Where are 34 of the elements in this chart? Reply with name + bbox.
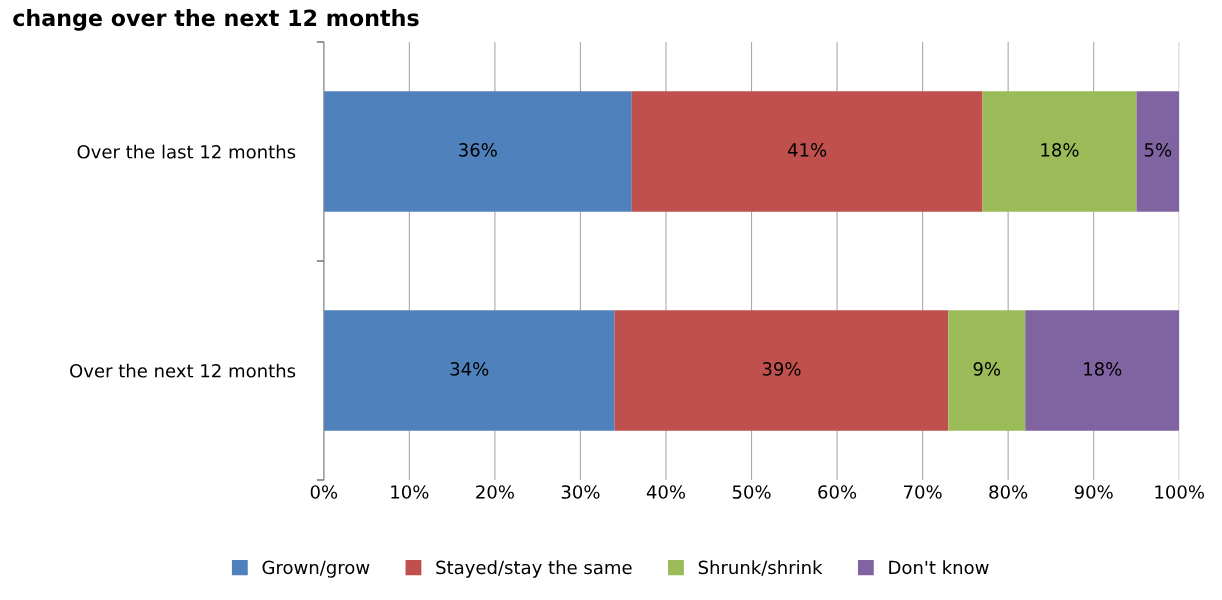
data-label: 39% [762, 362, 801, 376]
bar [323, 91, 632, 212]
bar [323, 310, 615, 431]
legend-label: Shrunk/shrink [698, 560, 823, 576]
data-label: 34% [450, 362, 489, 376]
x-tick-label: 80% [989, 485, 1028, 499]
data-label: 41% [787, 143, 827, 157]
bar [982, 91, 1137, 212]
legend-label: Don't know [889, 560, 989, 575]
x-tick-label: 40% [646, 485, 686, 499]
x-tick-label: 60% [818, 485, 857, 499]
x-tick-label: 90% [1074, 485, 1113, 499]
x-tick-label: 70% [904, 485, 942, 499]
bar [1025, 310, 1180, 431]
x-tick-label: 50% [732, 485, 771, 499]
chart-title: change over the next 12 months [13, 9, 419, 31]
data-label: 18% [1084, 362, 1122, 376]
legend-label: Grown/grow [262, 560, 370, 578]
bar [1136, 91, 1180, 212]
y-tick-label: Over the next 12 months [70, 363, 296, 378]
x-tick-label: 10% [391, 485, 429, 499]
data-label: 18% [1041, 143, 1079, 157]
data-label: 9% [973, 362, 1001, 376]
x-tick-label: 100% [1155, 485, 1205, 499]
x-tick-label: 20% [476, 485, 514, 499]
y-tick-label: Over the last 12 months [77, 144, 296, 159]
data-label: 5% [1144, 143, 1172, 157]
legend-label: Stayed/stay the same [436, 560, 632, 578]
bar [631, 91, 983, 212]
bar [614, 310, 949, 431]
x-tick-label: 0% [310, 485, 338, 499]
bar [948, 310, 1026, 431]
x-tick-label: 30% [561, 485, 600, 499]
data-label: 36% [459, 143, 497, 157]
